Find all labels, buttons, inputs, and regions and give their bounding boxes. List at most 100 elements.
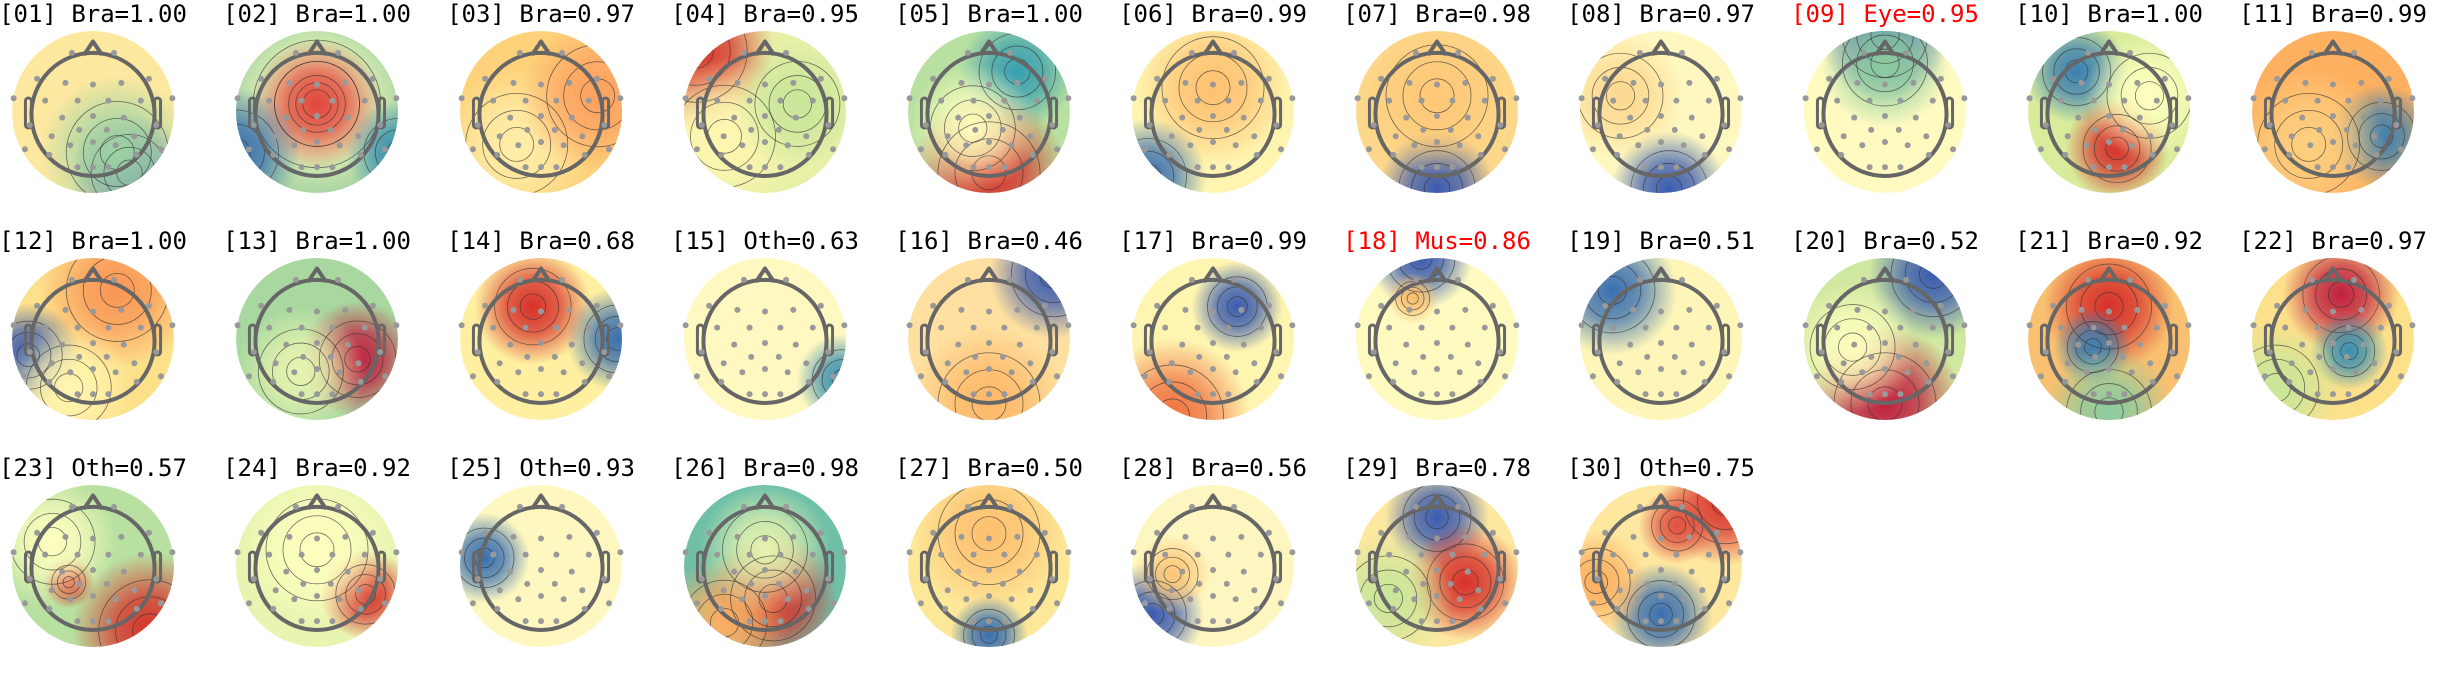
electrode <box>524 353 531 360</box>
electrode <box>74 391 81 398</box>
electrode <box>2314 97 2321 104</box>
electrode <box>1406 79 1413 86</box>
head-outline <box>1143 266 1283 405</box>
electrode <box>1840 360 1847 367</box>
electrode <box>1238 533 1245 540</box>
electrode <box>62 306 69 313</box>
electrode <box>1699 133 1706 140</box>
right-ear-icon <box>377 550 387 584</box>
electrode <box>1251 360 1258 367</box>
electrode <box>42 324 49 331</box>
nose-icon <box>2322 266 2344 283</box>
electrode <box>1162 97 1169 104</box>
electrode <box>2121 324 2128 331</box>
electrode <box>2330 164 2336 171</box>
contour-line <box>606 327 622 351</box>
electrode <box>1041 75 1048 82</box>
electrode <box>1851 114 1858 121</box>
electrode <box>2075 341 2082 348</box>
electrode <box>1231 49 1238 56</box>
electrode <box>999 126 1006 133</box>
electrode <box>1636 503 1643 510</box>
component-label: [05] Bra=1.00 <box>895 0 1083 28</box>
electrode <box>522 391 529 398</box>
electrode <box>21 600 28 607</box>
electrode <box>538 567 544 574</box>
contour-line <box>971 386 1007 420</box>
electrode <box>2314 164 2321 171</box>
electrode <box>2106 340 2112 347</box>
electrode <box>1033 324 1040 331</box>
electrode <box>298 164 305 171</box>
contour-line <box>236 137 251 168</box>
topomap <box>906 485 1072 647</box>
component-topomap: [26] Bra=0.98 <box>671 454 896 681</box>
electrode <box>2377 324 2384 331</box>
electrode <box>1141 373 1148 380</box>
electrode <box>714 551 721 558</box>
head-outline <box>471 266 611 405</box>
contour-line <box>684 31 731 86</box>
electrode <box>777 551 784 558</box>
electrode <box>1642 97 1649 104</box>
electrode <box>292 49 299 56</box>
electrode <box>1882 365 1888 372</box>
electrode <box>1627 114 1634 121</box>
electrode <box>762 567 768 574</box>
electrode <box>553 324 560 331</box>
electrode <box>1658 308 1664 315</box>
electrode <box>1231 276 1238 283</box>
electrode <box>67 142 74 149</box>
electrode <box>2371 133 2378 140</box>
electrode <box>1257 551 1264 558</box>
electrode <box>2083 142 2090 149</box>
electrode <box>1854 306 1861 313</box>
electrode <box>291 596 298 603</box>
electrode <box>792 568 799 575</box>
electrode <box>1390 605 1397 612</box>
contour-line <box>82 118 152 187</box>
electrode <box>46 605 53 612</box>
electrode <box>538 592 544 599</box>
electrode <box>300 353 307 360</box>
electrode <box>551 580 558 587</box>
electrode <box>566 533 573 540</box>
contour-line <box>1400 286 1425 311</box>
contour-line <box>2252 344 2320 420</box>
electrode <box>2090 324 2097 331</box>
right-ear-icon <box>1049 550 1059 584</box>
electrode <box>601 348 608 355</box>
electrode <box>377 121 384 128</box>
electrode <box>46 151 53 158</box>
contour-line <box>2105 136 2129 161</box>
electrode <box>1188 503 1195 510</box>
electrode <box>568 114 575 121</box>
nose-icon <box>2322 39 2344 56</box>
electrode <box>1434 308 1440 315</box>
right-ear-icon <box>1945 96 1955 130</box>
contour-line <box>1697 485 1742 530</box>
contour-line <box>1402 61 1472 131</box>
contour-line <box>937 121 1041 193</box>
electrode <box>1929 97 1936 104</box>
electrode <box>1289 95 1296 102</box>
electrode <box>133 605 140 612</box>
electrode <box>474 121 481 128</box>
electrode <box>1449 551 1456 558</box>
right-ear-icon <box>377 96 387 130</box>
electrode <box>2343 126 2350 133</box>
electrode <box>329 97 336 104</box>
head-outline <box>2263 266 2403 405</box>
electrode <box>62 79 69 86</box>
electrode <box>1008 369 1015 376</box>
electrode <box>1257 97 1264 104</box>
electrode <box>327 353 334 360</box>
left-ear-icon <box>23 550 33 584</box>
electrode <box>1434 592 1440 599</box>
electrode <box>1231 503 1238 510</box>
electrode <box>986 535 992 542</box>
electrode <box>74 551 81 558</box>
component-label: [18] Mus=0.86 <box>1343 227 1531 255</box>
topomap <box>234 31 400 193</box>
electrode <box>1589 600 1596 607</box>
